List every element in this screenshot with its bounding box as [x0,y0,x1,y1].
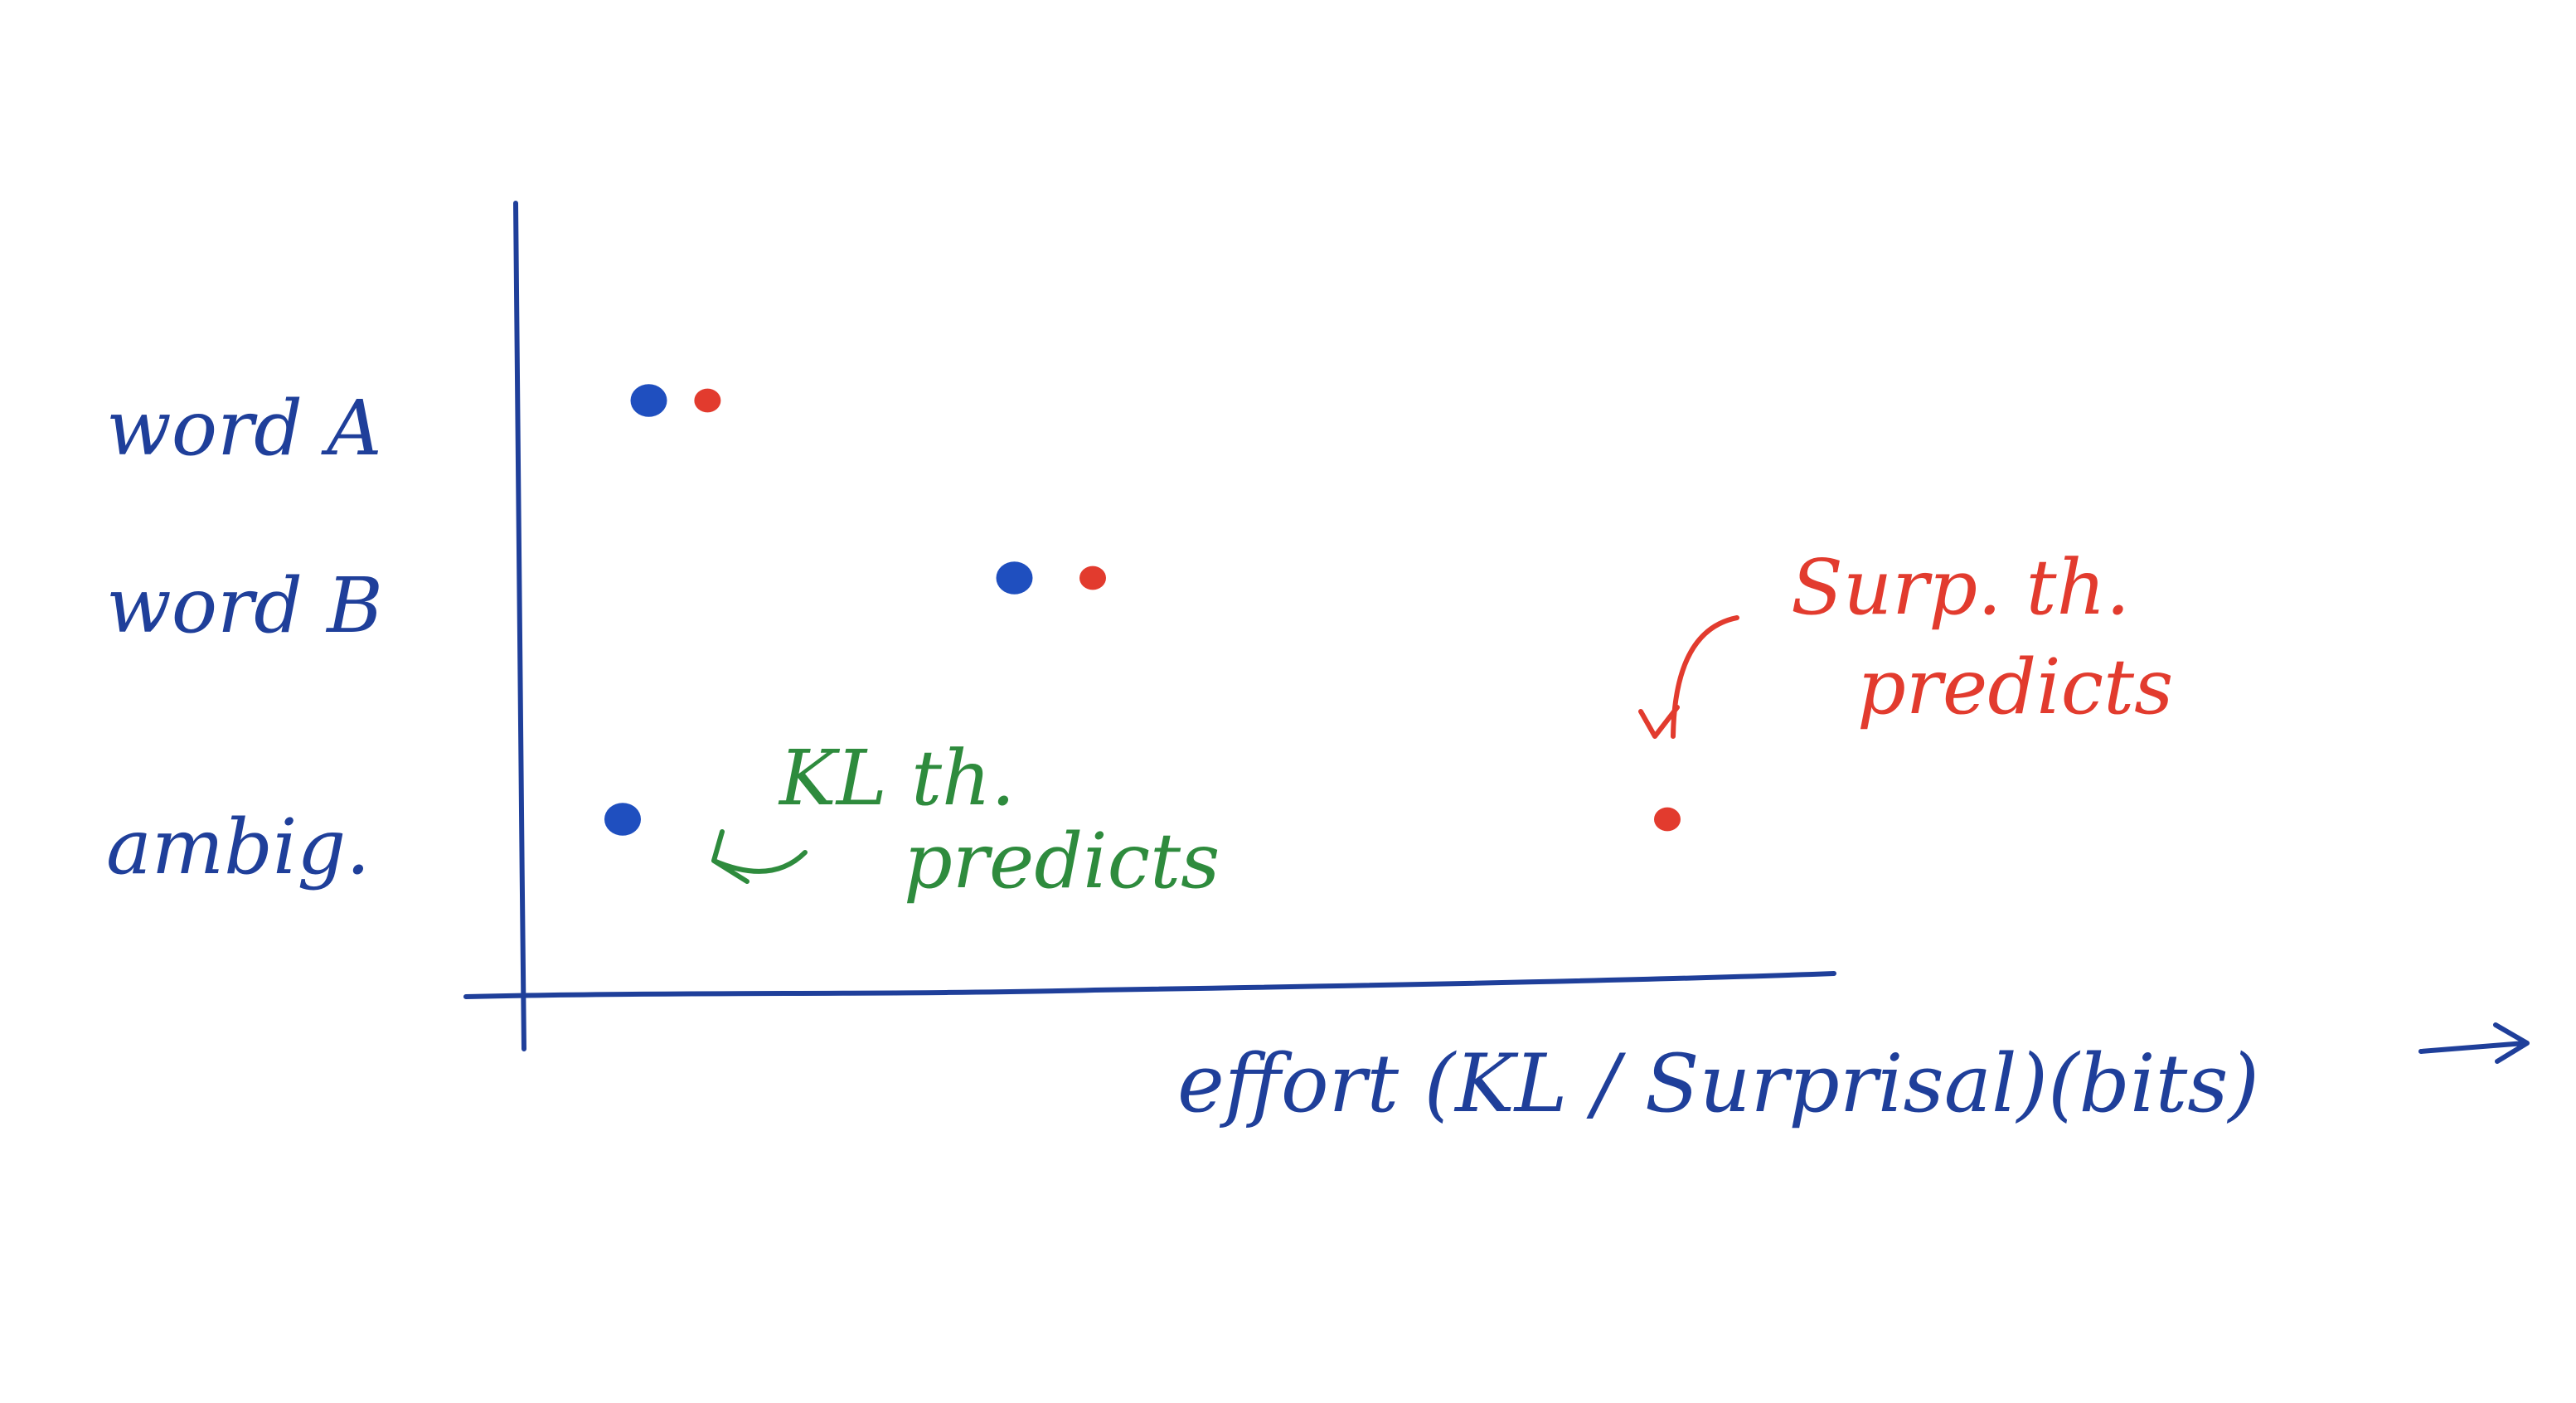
annotation: KL th.predicts [711,734,1220,905]
y-tick-label: ambig. [106,803,371,891]
axes [463,201,1836,1051]
data-point [604,803,641,836]
y-tick-label: word A [106,384,382,473]
x-axis-label: effort (KL / Surprisal)(bits) [1177,1037,2259,1130]
annotation-text: predicts [904,817,1220,905]
data-points [604,384,1681,836]
data-point [694,388,721,413]
y-tick-labels: word A word B ambig. [106,384,383,891]
annotation: Surp. th. predicts [1638,543,2173,739]
annotation-text: predicts [1857,643,2173,731]
data-point [996,561,1033,595]
annotation-arrow-icon [1638,615,1739,739]
x-axis-line [463,971,1836,999]
data-point [1079,566,1106,590]
x-axis-arrow-icon [2418,1022,2530,1064]
annotation-arrow-icon [711,829,808,884]
y-axis-line [513,201,526,1051]
annotation-text: KL th. [778,734,1016,823]
annotation-text: Surp. th. [1791,543,2130,632]
data-point [1654,807,1681,832]
y-tick-label: word B [106,561,383,650]
data-point [630,384,667,417]
